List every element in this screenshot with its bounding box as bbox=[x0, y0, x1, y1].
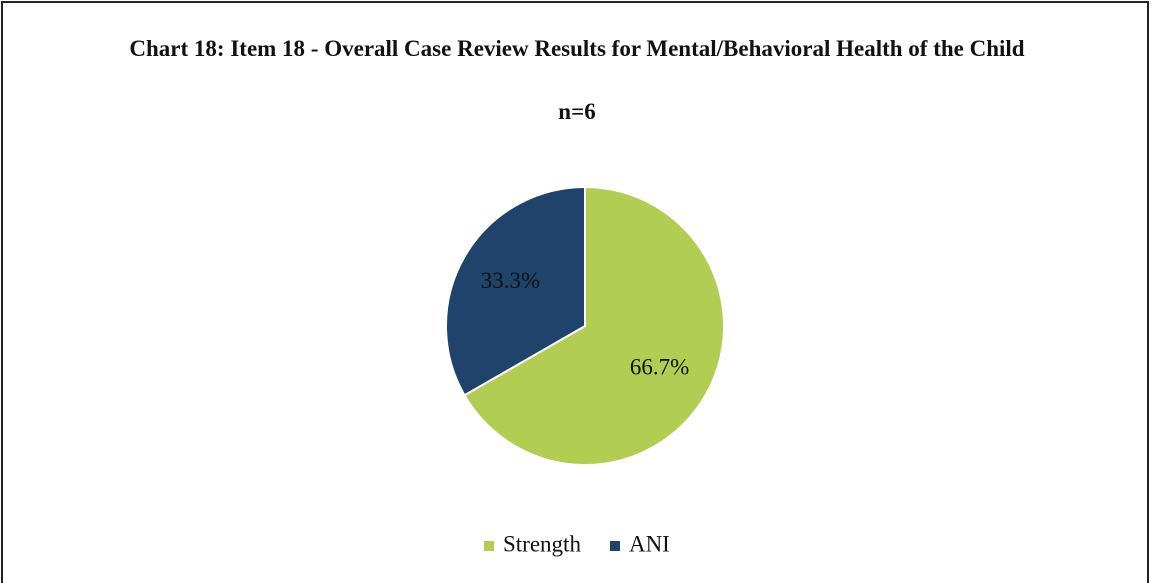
chart-subtitle: n=6 bbox=[558, 99, 596, 124]
data-label: 33.3% bbox=[481, 268, 540, 293]
data-label: 66.7% bbox=[630, 354, 689, 379]
pie-slice bbox=[445, 185, 586, 397]
legend-label: ANI bbox=[629, 531, 670, 556]
pie-slice bbox=[463, 185, 725, 466]
legend-swatch bbox=[484, 541, 494, 551]
legend-label: Strength bbox=[503, 531, 581, 556]
legend-swatch bbox=[609, 541, 620, 551]
chart-title: Chart 18: Item 18 - Overall Case Review … bbox=[129, 36, 1025, 61]
